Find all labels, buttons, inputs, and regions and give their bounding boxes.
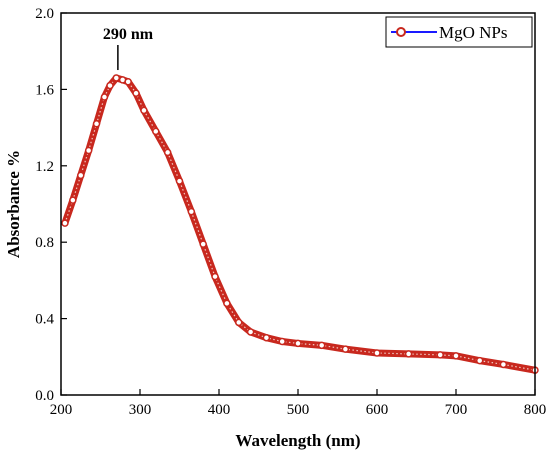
data-point: [92, 120, 101, 128]
x-axis-title: Wavelength (nm): [235, 431, 360, 450]
data-point: [199, 240, 207, 248]
data-point: [106, 81, 114, 90]
x-tick-label: 600: [366, 402, 389, 418]
data-point: [100, 93, 109, 101]
data-point: [294, 339, 302, 348]
data-point: [132, 89, 140, 97]
data-point: [223, 299, 231, 308]
y-tick-label: 0.0: [35, 388, 54, 404]
data-point: [262, 333, 271, 342]
data-point: [69, 196, 77, 204]
series-line-highlight: [64, 77, 536, 371]
x-tick-label: 400: [208, 402, 231, 418]
data-point: [61, 219, 69, 227]
data-point: [452, 352, 460, 360]
legend: MgO NPs: [385, 16, 533, 48]
data-point: [317, 341, 326, 350]
data-point: [246, 328, 255, 336]
labels: Wavelength (nm) Absorbance % 290 nm: [4, 26, 361, 450]
plot-frame: [60, 12, 536, 396]
data-point: [175, 177, 184, 185]
series-line-mgo-nps: [61, 74, 539, 374]
plot-area: [61, 45, 539, 374]
y-tick-label: 0.8: [35, 235, 54, 251]
data-point: [404, 350, 413, 358]
x-tick-label: 200: [50, 402, 73, 418]
data-point: [124, 78, 132, 86]
data-point: [475, 356, 484, 365]
data-point: [152, 127, 160, 136]
y-tick-label: 1.2: [35, 159, 54, 175]
data-point: [163, 148, 172, 157]
data-point: [235, 318, 243, 327]
data-point: [140, 106, 148, 115]
x-tick-label: 700: [445, 402, 468, 418]
y-tick-label: 1.6: [35, 82, 54, 98]
axes: 200 300 400 500 600 700 800 0.0 0.4 0.8 1.2 1.6 2.0: [35, 6, 546, 418]
data-point: [499, 360, 508, 369]
y-axis-title: Absorbance %: [4, 150, 23, 258]
x-tick-label: 800: [524, 402, 547, 418]
data-point: [373, 349, 381, 357]
data-point: [112, 74, 121, 82]
data-point: [436, 351, 444, 359]
y-tick-label: 0.4: [35, 312, 54, 328]
data-point: [84, 146, 93, 155]
y-tick-label: 2.0: [35, 6, 54, 22]
data-point: [187, 207, 196, 216]
data-point: [278, 337, 286, 346]
data-point: [211, 272, 219, 281]
data-point: [77, 171, 85, 180]
data-point: [341, 345, 350, 353]
peak-annotation: 290 nm: [103, 26, 154, 43]
x-tick-label: 500: [287, 402, 310, 418]
x-tick-label: 300: [129, 402, 152, 418]
legend-label: MgO NPs: [439, 23, 508, 42]
legend-marker-sample: [396, 27, 406, 37]
